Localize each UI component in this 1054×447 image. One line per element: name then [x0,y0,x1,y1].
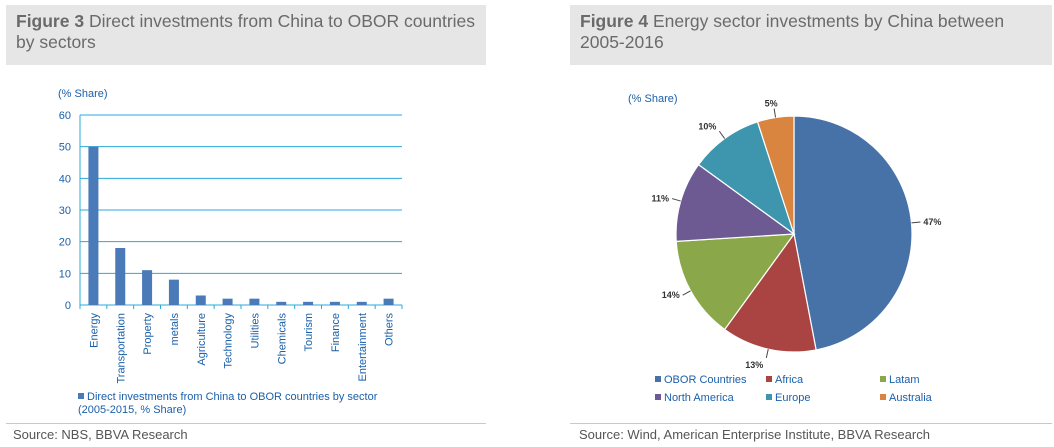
pie-leader-line [671,198,681,202]
bar-property [142,270,153,305]
pie-leader-line [682,290,691,296]
bar-x-tick-label: Entertainment [357,313,369,381]
bar-x-tick-label: metals [169,313,181,346]
bar-entertainment [356,301,367,305]
bar-x-tick-label: Technology [223,313,235,369]
bar-technology [222,298,233,305]
bar-y-tick-label: 20 [59,237,71,249]
pie-legend-label: Latam [889,374,920,386]
bar-x-tick-label: Property [142,313,154,355]
bar-y-tick-label: 0 [65,300,71,312]
bar-legend-label: Direct investments from China to OBOR co… [78,391,378,416]
figure3-number: Figure 3 [16,11,85,31]
figure3-source: Source: NBS, BBVA Research [13,427,188,442]
bar-chart: (% Share) 0 10 20 30 40 50 60 Energy Transportati… [58,88,403,384]
pie-leader-line [765,349,769,359]
bar-y-axis-label: (% Share) [58,88,108,100]
pie-legend-swatch [880,376,886,382]
pie-leader-line [911,221,921,224]
pie-legend-label: OBOR Countries [664,374,747,386]
pie-legend-item-europe: Europe [766,392,810,404]
figure4-divider [570,423,1052,424]
pie-data-label: 11% [652,194,670,204]
bar-x-tick-label: Agriculture [196,313,208,366]
figure4-header: Figure 4 Energy sector investments by Ch… [570,5,1052,65]
bar-x-tick-label: Others [384,313,396,347]
bar-y-tick-label: 10 [59,268,71,280]
bar-legend: Direct investments from China to OBOR co… [78,391,408,417]
bar-tourism [303,301,314,305]
bar-y-tick-label: 30 [59,205,71,217]
bar-metals [168,279,179,305]
bar-y-tick-label: 50 [59,142,71,154]
bar-x-tick-label: Energy [88,313,100,348]
pie-legend-item-latam: Latam [880,374,920,386]
pie-chart: (% Share) 47% 13% 14% 11% 10% 5% [628,93,941,370]
bar-others [383,298,394,305]
pie-legend-label: North America [664,392,734,404]
pie-legend-item-africa: Africa [766,374,803,386]
pie-slice-obor-countries [793,115,913,351]
bar-y-tick-label: 40 [59,173,71,185]
bar-legend-swatch [78,393,84,399]
bar-y-tick-label: 60 [59,110,71,122]
bar-x-tick-label: Transportation [115,313,127,384]
pie-slice-latam [675,233,796,331]
pie-legend-swatch [766,394,772,400]
pie-data-label: 13% [745,360,763,370]
figure3-title: Direct investments from China to OBOR co… [16,11,476,52]
pie-legend-item-north-america: North America [655,392,734,404]
figure4-title: Energy sector investments by China betwe… [580,11,1005,52]
pie-legend-item-obor-countries: OBOR Countries [655,374,747,386]
bar-chemicals [276,301,287,305]
pie-slice-europe [697,121,796,236]
pie-slice-north-america [675,163,796,243]
bar-finance [329,301,340,305]
bar-x-tick-label: Tourism [303,313,315,352]
pie-slice-africa [723,232,817,353]
figure4-number: Figure 4 [580,11,649,31]
bar-transportation [115,248,126,305]
pie-legend-label: Europe [775,392,811,404]
bar-x-tick-label: Utilities [249,313,261,349]
pie-legend-item-australia: Australia [880,392,932,404]
figure3-header: Figure 3 Direct investments from China t… [6,5,486,65]
pie-legend-label: Africa [775,374,804,386]
figure3-divider [6,423,486,424]
bar-x-tick-label: Finance [330,313,342,352]
pie-data-label: 10% [698,121,716,131]
pie-data-label: 5% [765,99,778,109]
pie-leader-line [718,130,726,139]
pie-data-label: 47% [923,217,941,227]
bar-x-tick-label: Chemicals [276,313,288,365]
pie-legend-swatch [880,394,886,400]
bar-energy [88,146,99,305]
pie-leader-line [773,108,777,118]
pie-label: (% Share) [628,93,678,105]
pie-data-label: 14% [662,290,680,300]
pie-legend-swatch [655,394,661,400]
bar-agriculture [195,295,206,305]
pie-slice-australia [756,115,795,235]
pie-legend-swatch [766,376,772,382]
pie-legend-swatch [655,376,661,382]
figure4-source: Source: Wind, American Enterprise Instit… [579,427,930,442]
pie-legend-label: Australia [889,392,932,404]
bar-utilities [249,298,260,305]
